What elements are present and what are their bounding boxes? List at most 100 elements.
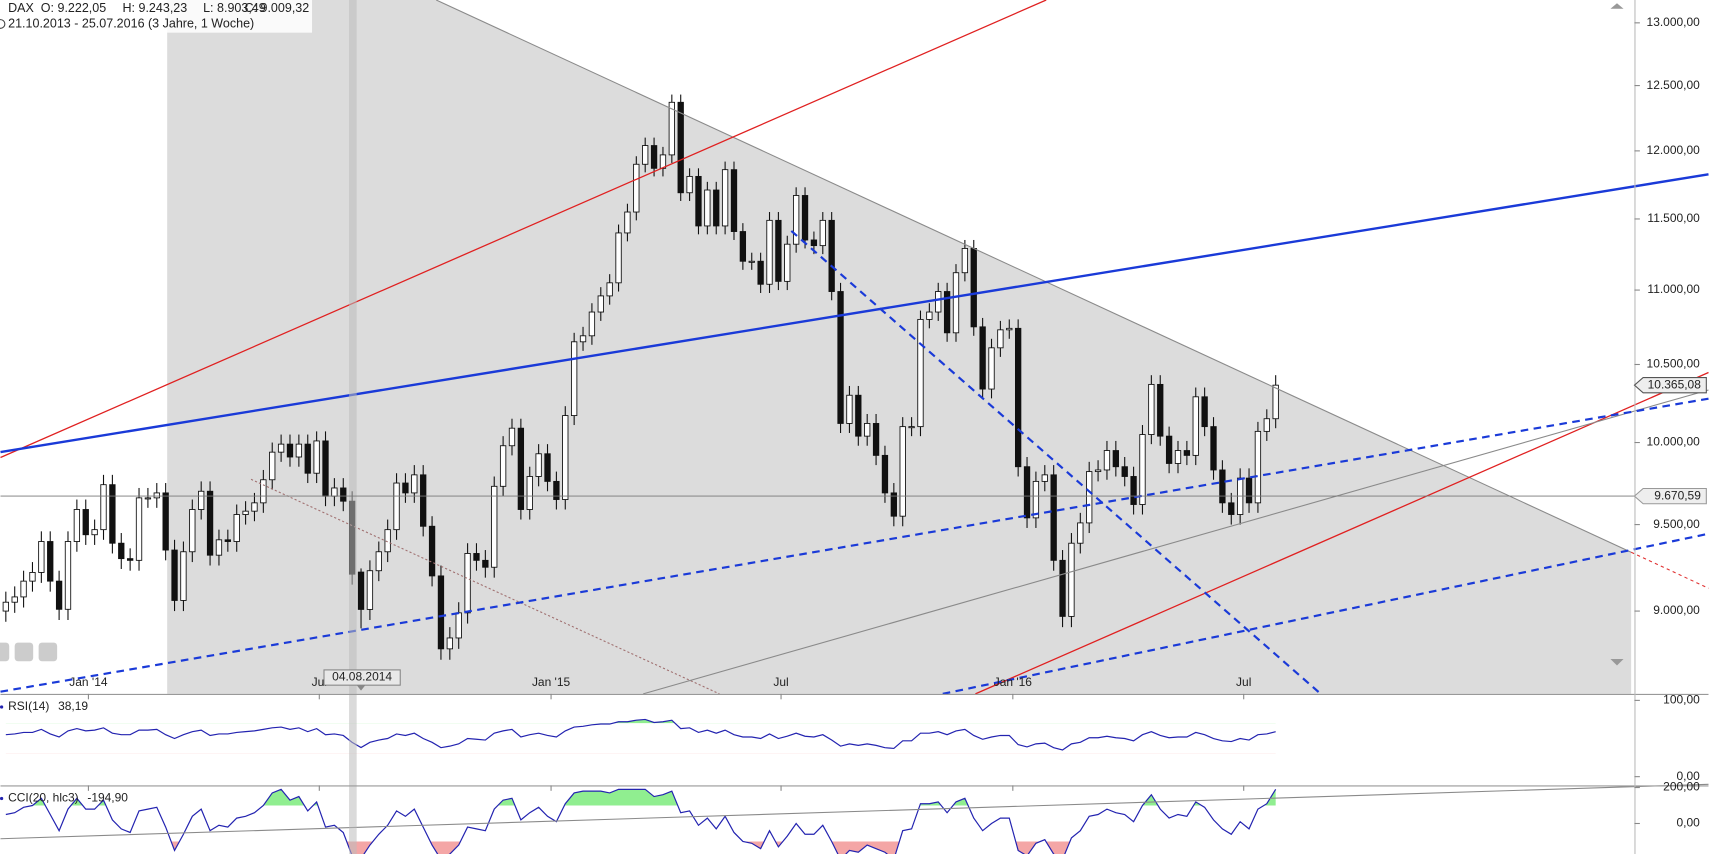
- candle-body: [908, 426, 915, 429]
- channel-shading: [167, 0, 1632, 694]
- candle-body: [437, 575, 445, 650]
- candle-body: [402, 482, 409, 494]
- candle-body: [277, 443, 285, 453]
- candle-body: [837, 291, 844, 424]
- symbol: DAX: [8, 1, 34, 15]
- button[interactable]: [0, 642, 10, 662]
- trend-line: [0, 783, 1709, 840]
- y-tick-label: 200,00: [1663, 780, 1700, 794]
- candle-body: [650, 145, 658, 169]
- candle-body: [553, 480, 560, 500]
- candle-body: [970, 248, 977, 328]
- candle-body: [82, 509, 89, 536]
- candle-body: [499, 445, 507, 487]
- x-tick-label: Jul: [312, 675, 327, 689]
- candle-body: [1148, 383, 1155, 435]
- candle-body: [846, 394, 853, 424]
- candle-body: [482, 559, 489, 568]
- candle-body: [935, 291, 942, 313]
- candle-body: [109, 484, 116, 544]
- candle-body: [144, 497, 152, 500]
- candle-body: [411, 474, 418, 494]
- candle-body: [792, 195, 800, 245]
- candle-body: [606, 282, 613, 297]
- oversold-fill: [5, 841, 1276, 854]
- candle-body: [118, 542, 125, 560]
- candle-body: [1210, 426, 1217, 471]
- candle-body: [73, 509, 81, 542]
- scroll-down[interactable]: [1610, 659, 1624, 666]
- candle-body: [1174, 450, 1182, 464]
- y-tick-label: 10.500,00: [1647, 357, 1701, 371]
- candle-body: [1219, 469, 1226, 504]
- plot-area: [2, 94, 1279, 854]
- scroll-up[interactable]: [1610, 3, 1624, 9]
- candle-body: [1041, 474, 1048, 482]
- indicator-line: [5, 788, 1277, 854]
- candle-body: [1201, 396, 1208, 428]
- candle-body: [775, 219, 782, 282]
- legend-name: RSI(14): [8, 699, 49, 713]
- y-tick-label: 10.000,00: [1647, 435, 1701, 449]
- candle-body: [979, 326, 986, 390]
- candle-body: [464, 553, 471, 614]
- candle-body: [952, 272, 960, 334]
- y-tick-label: 13.000,00: [1647, 15, 1701, 29]
- legend-dot: [0, 796, 4, 801]
- toolbar[interactable]: [0, 3, 1624, 666]
- candle-body: [1192, 396, 1199, 456]
- candle-body: [491, 485, 498, 568]
- candle-body: [615, 232, 622, 284]
- candle-body: [189, 509, 196, 553]
- y-tick-label: 0,00: [1676, 816, 1700, 830]
- candle-body: [1094, 469, 1102, 473]
- candle-body: [517, 427, 525, 510]
- candle-body: [206, 490, 214, 556]
- y-tick-label: 12.500,00: [1647, 78, 1701, 92]
- candle-body: [91, 529, 98, 536]
- candle-body: [1183, 450, 1191, 456]
- candle-body: [1165, 435, 1173, 464]
- candle-body: [766, 219, 773, 285]
- candle-body: [1068, 542, 1075, 617]
- button[interactable]: [38, 642, 58, 662]
- candle-body: [1245, 477, 1253, 504]
- candle-body: [331, 487, 338, 497]
- candle-body: [1157, 383, 1164, 437]
- candle-body: [624, 211, 631, 234]
- candle-body: [686, 175, 693, 194]
- candle-body: [251, 502, 258, 512]
- candle-body: [535, 453, 542, 477]
- trend-line: [0, 397, 1709, 693]
- candle-body: [917, 318, 924, 428]
- legend-value: -194,90: [87, 791, 128, 805]
- candle-body: [544, 453, 551, 482]
- candle-body: [739, 231, 747, 262]
- trend-line: [0, 173, 1709, 454]
- candle-body: [695, 175, 702, 227]
- x-tick-label: Jan '16: [994, 675, 1033, 689]
- candle-body: [11, 596, 18, 603]
- icon: [0, 19, 6, 29]
- candle-body: [864, 423, 871, 437]
- legend-value: 38,19: [58, 699, 88, 713]
- candle-body: [1023, 466, 1031, 519]
- header-bg: [0, 0, 313, 33]
- candle-body: [233, 514, 240, 542]
- candle-body: [748, 260, 755, 263]
- candle-body: [340, 487, 347, 502]
- candle-body: [295, 443, 303, 458]
- candle-body: [100, 484, 107, 531]
- y-tick-label: 12.000,00: [1647, 143, 1701, 157]
- candle-body: [313, 440, 320, 474]
- candle-body: [135, 497, 143, 561]
- candle-body: [633, 163, 640, 213]
- x-tick-label: Jul: [1236, 675, 1251, 689]
- button[interactable]: [14, 642, 34, 662]
- candle-body: [38, 541, 45, 573]
- candle-body: [171, 549, 178, 601]
- candle-body: [1077, 522, 1084, 544]
- y-tick-label: 0,00: [1676, 769, 1700, 783]
- candle-body: [677, 101, 684, 194]
- candle-body: [1228, 502, 1235, 515]
